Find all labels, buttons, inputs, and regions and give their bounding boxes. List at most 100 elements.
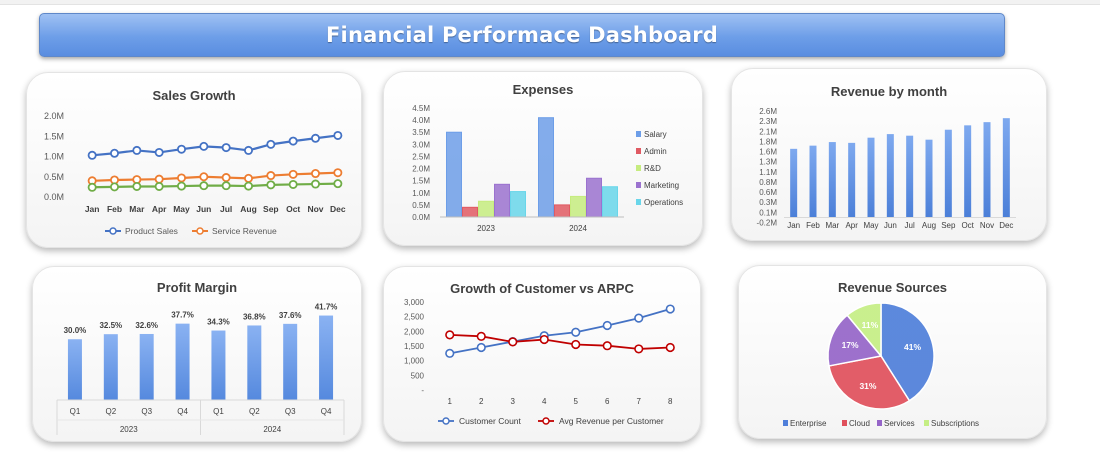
y-tick-label: 2.0M	[412, 165, 430, 174]
data-point	[266, 180, 276, 190]
x-tick-label: Jul	[220, 204, 232, 214]
y-tick-label: 0.8M	[759, 178, 777, 187]
x-tick-label: Oct	[961, 221, 974, 230]
x-tick-label: Q3	[141, 407, 152, 416]
bar	[538, 117, 554, 218]
x-tick-label: Q1	[213, 407, 224, 416]
legend-swatch	[636, 131, 641, 137]
legend-marker	[109, 227, 117, 235]
legend-swatch	[636, 148, 641, 154]
legend-marker	[542, 417, 550, 425]
expenses-card[interactable]: Expenses 4.5M 4.0M 3.5M 3.0M 2.5M 2.0M 1.5M 1.0…	[383, 71, 703, 246]
x-tick-label: Apr	[152, 204, 167, 214]
series-line	[92, 134, 338, 157]
y-tick-label: -0.2M	[757, 219, 778, 228]
y-tick-label: 0.0M	[44, 192, 64, 202]
data-point	[665, 304, 675, 314]
x-tick-label: Mar	[129, 204, 145, 214]
data-point	[310, 133, 320, 143]
legend-label: Services	[884, 419, 915, 428]
x-tick-label: 5	[574, 397, 579, 406]
slice-label: 17%	[842, 340, 859, 350]
y-tick-label: 1,000	[404, 357, 425, 366]
sales-growth-chart[interactable]: 2.0M 1.5M 1.0M 0.5M 0.0M Jan Feb Mar Apr May Jun Ju…	[27, 73, 361, 247]
data-point	[476, 342, 486, 353]
bar	[103, 334, 118, 400]
data-point	[243, 173, 253, 183]
data-point	[476, 331, 486, 341]
bar	[211, 330, 226, 400]
bar	[848, 142, 856, 218]
data-point	[154, 174, 164, 184]
data-point	[571, 327, 581, 337]
y-tick-label: 0.5M	[44, 172, 64, 182]
x-tick-label: Apr	[845, 221, 858, 230]
profit-margin-chart[interactable]: 30.0% 32.5% 32.6% 37.7% 34.3% 36.8% 37.6% 41.7%…	[33, 267, 361, 441]
data-label: 41.7%	[315, 303, 338, 312]
data-label: 32.6%	[135, 321, 158, 330]
bar	[139, 333, 154, 400]
x-tick-label: May	[863, 221, 878, 230]
legend-marker	[196, 227, 204, 235]
data-point	[310, 169, 320, 179]
legend-label: Marketing	[644, 181, 679, 190]
revenue-by-month-title: Revenue by month	[830, 84, 948, 99]
x-tick-label: Jun	[884, 221, 897, 230]
legend-swatch	[842, 420, 847, 426]
data-point	[288, 179, 298, 189]
legend-label: Service Revenue	[212, 226, 277, 236]
y-tick-label: 2.0M	[44, 111, 64, 121]
data-point	[199, 172, 209, 182]
profit-margin-card[interactable]: Profit Margin 30.0% 32.5% 32.6% 37.7% 34.3% 3…	[32, 266, 362, 442]
bar	[175, 323, 190, 400]
bar	[446, 131, 462, 218]
bar	[247, 325, 262, 400]
data-point	[333, 168, 343, 178]
data-point	[154, 147, 164, 157]
x-tick-label: 4	[542, 397, 547, 406]
group-label: 2023	[120, 425, 138, 434]
slice-label: 11%	[862, 320, 879, 330]
x-tick-label: Feb	[107, 204, 122, 214]
revenue-by-month-card[interactable]: Revenue by month 2.6M 2.3M 2.1M 1.8M 1.6M 1.3…	[731, 68, 1047, 241]
y-tick-label: 1.8M	[759, 137, 777, 146]
bar	[906, 135, 914, 218]
data-point	[602, 320, 612, 331]
slice-label: 31%	[859, 381, 876, 391]
x-tick-label: Dec	[330, 204, 346, 214]
y-tick-label: 1.3M	[759, 158, 777, 167]
x-tick-label: Mar	[825, 221, 839, 230]
data-point	[243, 181, 253, 191]
slice-label: 41%	[904, 342, 921, 352]
x-tick-label: Q2	[249, 407, 260, 416]
x-tick-label: 7	[637, 397, 642, 406]
bar	[1002, 118, 1010, 218]
data-label: 32.5%	[99, 321, 122, 330]
y-tick-label: 0.6M	[759, 188, 777, 197]
data-point	[87, 182, 97, 192]
x-tick-label: Aug	[240, 204, 257, 214]
data-point	[176, 173, 186, 183]
data-point	[87, 150, 97, 160]
sales-growth-card[interactable]: Sales Growth 2.0M 1.5M 1.0M 0.5M 0.0M Jan Feb M…	[26, 72, 362, 248]
revenue-sources-card[interactable]: Revenue Sources 41% 31% 17% 11% Enterprise Cl…	[738, 265, 1047, 439]
sheet-top-strip	[0, 0, 1100, 5]
customer-vs-arpc-chart[interactable]: 3,000 2,500 2,000 1,500 1,000 500 - 1 2 3 4 5 6 7 8 Cus…	[384, 267, 700, 441]
bar	[67, 339, 82, 400]
legend-label: Customer Count	[459, 416, 522, 426]
customer-vs-arpc-card[interactable]: Growth of Customer vs ARPC 3,000 2,500 2,0…	[383, 266, 701, 442]
bar	[319, 315, 334, 400]
x-tick-label: Jul	[905, 221, 915, 230]
legend-label: Avg Revenue per Customer	[559, 416, 664, 426]
x-tick-label: Aug	[922, 221, 936, 230]
revenue-sources-chart[interactable]: 41% 31% 17%11% Enterprise Cloud Services Subsc…	[739, 266, 1046, 438]
series-line	[449, 308, 671, 355]
data-point	[176, 181, 186, 191]
y-tick-label: 3,000	[404, 298, 425, 307]
revenue-by-month-chart[interactable]: 2.6M2.3M2.1M1.8M 1.6M1.3M1.1M0.8M0.6M0.3M…	[732, 69, 1046, 240]
x-tick-label: Jan	[787, 221, 800, 230]
expenses-chart[interactable]: 4.5M 4.0M 3.5M 3.0M 2.5M 2.0M 1.5M 1.0M 0.5M 0.0M…	[384, 72, 702, 245]
x-tick-label: Oct	[286, 204, 300, 214]
data-label: 36.8%	[243, 312, 266, 321]
data-point	[571, 339, 581, 350]
